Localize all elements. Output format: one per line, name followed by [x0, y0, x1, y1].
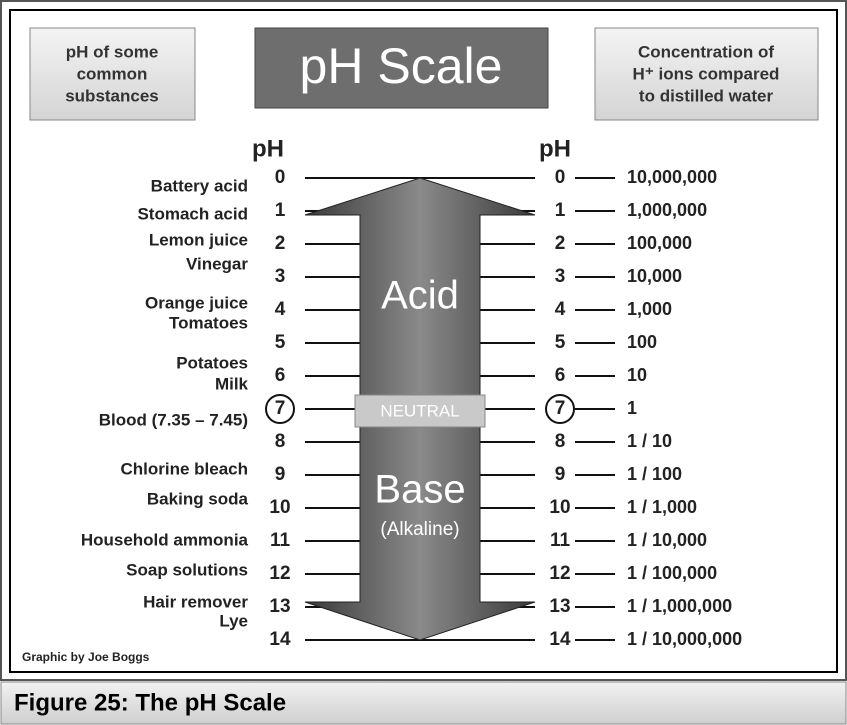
ph-number: 0 [555, 167, 566, 188]
neutral-label: NEUTRAL [380, 401, 459, 420]
ph-number: 14 [269, 629, 291, 650]
neutral-box [354, 394, 486, 428]
substance: Potatoes [176, 353, 248, 372]
ph-number: 12 [269, 563, 290, 584]
ph-number: 3 [555, 266, 566, 287]
ph-number: 4 [275, 299, 286, 320]
ph-heading: pH [539, 135, 571, 162]
concentration: 100,000 [627, 233, 692, 253]
ph-number: 10 [269, 497, 290, 518]
substance: Lemon juice [149, 230, 248, 249]
substance: Hair remover [143, 592, 248, 611]
box-text: substances [65, 86, 159, 105]
substance: Baking soda [147, 489, 249, 508]
ph-heading: pH [252, 135, 284, 162]
concentration: 1,000,000 [627, 200, 707, 220]
ph-number: 11 [550, 530, 571, 551]
substance: Stomach acid [137, 204, 248, 223]
ph-number: 1 [275, 200, 286, 221]
box-text: common [77, 64, 148, 83]
ph-number: 2 [555, 233, 566, 254]
ph-number: 7 [275, 398, 286, 419]
ph-number: 10 [549, 497, 570, 518]
ph-number: 8 [275, 431, 286, 452]
substance: Vinegar [186, 254, 248, 273]
substance: Lye [219, 611, 248, 630]
neutral-circle [545, 394, 575, 424]
concentration: 1 [627, 398, 637, 418]
ph-number: 9 [275, 464, 286, 485]
substance: Chlorine bleach [120, 459, 248, 478]
title-box [254, 27, 549, 109]
ph-number: 6 [555, 365, 566, 386]
base-label: Base [374, 468, 465, 512]
concentration: 10,000 [627, 266, 682, 286]
substance: Milk [215, 374, 249, 393]
ph-number: 13 [269, 596, 290, 617]
concentration: 1 / 10,000,000 [627, 629, 742, 649]
box-text: to distilled water [639, 86, 774, 105]
ph-number: 1 [555, 200, 566, 221]
credit: Graphic by Joe Boggs [22, 650, 150, 664]
ph-number: 8 [555, 431, 566, 452]
ph-number: 12 [549, 563, 570, 584]
box-text: pH of some [66, 42, 159, 61]
concentration: 1 / 10 [627, 431, 672, 451]
ph-number: 0 [275, 167, 286, 188]
ph-number: 7 [555, 398, 566, 419]
concentration: 1 / 1,000,000 [627, 596, 732, 616]
concentration: 10,000,000 [627, 167, 717, 187]
substance: Tomatoes [169, 313, 248, 332]
concentration: 1 / 100,000 [627, 563, 717, 583]
substance: Household ammonia [81, 530, 249, 549]
ph-number: 6 [275, 365, 286, 386]
concentration: 1 / 10,000 [627, 530, 707, 550]
box-text: H⁺ ions compared [633, 64, 780, 83]
concentration: 1 / 1,000 [627, 497, 697, 517]
ph-number: 4 [555, 299, 566, 320]
ph-number: 5 [555, 332, 566, 353]
substance: Soap solutions [126, 560, 248, 579]
concentration: 1,000 [627, 299, 672, 319]
substance: Blood (7.35 – 7.45) [99, 410, 248, 429]
right-box [594, 27, 819, 121]
concentration: 10 [627, 365, 647, 385]
substance: Orange juice [145, 293, 248, 312]
alkaline-label: (Alkaline) [380, 519, 459, 540]
ph-number: 2 [275, 233, 286, 254]
substance: Battery acid [151, 176, 248, 195]
neutral-circle [265, 394, 295, 424]
concentration: 100 [627, 332, 657, 352]
concentration: 1 / 100 [627, 464, 682, 484]
title: pH Scale [300, 38, 503, 94]
ph-number: 14 [549, 629, 571, 650]
box-text: Concentration of [638, 42, 774, 61]
caption-bar [0, 681, 847, 725]
ph-number: 13 [549, 596, 570, 617]
left-box [29, 27, 196, 121]
ph-number: 3 [275, 266, 286, 287]
ph-number: 9 [555, 464, 566, 485]
caption: Figure 25: The pH Scale [14, 689, 286, 716]
ph-number: 5 [275, 332, 286, 353]
acid-label: Acid [381, 274, 459, 318]
ph-number: 11 [270, 530, 291, 551]
